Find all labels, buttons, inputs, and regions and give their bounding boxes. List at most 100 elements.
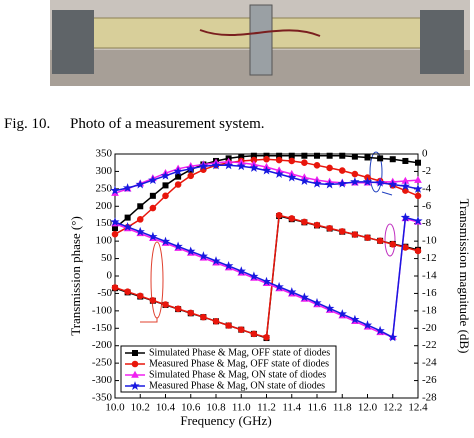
marker	[324, 303, 335, 313]
marker	[236, 266, 246, 276]
marker	[288, 157, 296, 165]
marker	[415, 159, 421, 166]
marker	[110, 217, 120, 226]
marker	[274, 169, 284, 179]
y-tick-label: 200	[96, 200, 113, 212]
marker	[261, 165, 272, 175]
marker	[362, 176, 373, 186]
marker	[124, 288, 131, 295]
marker	[275, 156, 283, 164]
marker	[236, 161, 246, 171]
x-tick-label: 10.4	[156, 402, 176, 414]
marker	[174, 181, 182, 188]
y2-tick-label: 0	[422, 148, 428, 160]
marker	[211, 256, 221, 266]
marker	[313, 221, 321, 229]
marker	[377, 155, 384, 162]
marker	[123, 222, 133, 231]
y-tick-label: 250	[96, 182, 113, 194]
marker	[326, 224, 333, 232]
marker	[362, 320, 373, 330]
y2-tick-label: -4	[422, 182, 432, 194]
y2-tick-label: -24	[422, 357, 437, 369]
marker	[122, 183, 133, 192]
y-tick-label: -50	[97, 287, 112, 299]
marker	[400, 212, 410, 222]
marker	[402, 157, 409, 164]
y2-tick-label: -14	[422, 270, 437, 282]
marker	[160, 170, 171, 180]
marker	[249, 271, 259, 281]
marker	[110, 185, 120, 195]
marker	[414, 175, 422, 183]
marker	[148, 231, 158, 241]
marker	[186, 246, 196, 256]
x-tick-label: 11.2	[257, 402, 276, 414]
marker	[288, 215, 296, 222]
x-tick-label: 12.0	[358, 402, 378, 414]
marker	[299, 176, 310, 186]
marker	[261, 276, 272, 286]
marker	[339, 152, 346, 159]
y-tick-label: 100	[96, 235, 113, 247]
marker	[111, 230, 119, 238]
marker	[326, 164, 333, 172]
marker	[111, 284, 119, 291]
marker	[351, 153, 358, 160]
marker	[312, 297, 322, 307]
marker	[249, 162, 259, 172]
marker	[338, 228, 346, 235]
marker	[301, 159, 308, 167]
marker	[299, 292, 309, 302]
y2-tick-label: -16	[422, 287, 437, 299]
marker	[263, 334, 270, 341]
marker	[136, 292, 144, 300]
marker	[263, 155, 270, 163]
photo-wire	[199, 29, 321, 37]
marker	[173, 166, 183, 176]
y2-axis-title: Transmission magnitude (dB)	[457, 199, 472, 354]
marker	[212, 318, 220, 325]
marker	[124, 214, 131, 221]
y-tick-label: 350	[96, 148, 113, 160]
x-tick-label: 10.8	[206, 402, 226, 414]
marker	[186, 163, 196, 173]
marker	[337, 178, 347, 188]
y-tick-label: 50	[101, 252, 113, 264]
legend-marker	[131, 360, 139, 368]
marker	[174, 305, 182, 313]
marker	[413, 215, 423, 225]
marker	[351, 170, 359, 178]
marker	[225, 322, 232, 329]
marker	[160, 236, 171, 246]
photo	[50, 0, 470, 86]
x-axis-title: Frequency (GHz)	[180, 413, 271, 428]
y-tick-label: -100	[92, 304, 113, 316]
y-axis-title: Transmission phase (°)	[68, 216, 83, 336]
marker	[149, 192, 156, 199]
photo-block-right	[420, 10, 464, 74]
marker	[351, 231, 359, 238]
marker	[148, 175, 158, 185]
marker	[173, 241, 183, 251]
y2-tick-label: -18	[422, 304, 437, 316]
marker	[287, 172, 297, 182]
y2-tick-label: -12	[422, 252, 437, 264]
marker	[350, 314, 360, 324]
legend-marker	[130, 381, 140, 391]
x-tick-label: 11.6	[308, 402, 327, 414]
y-tick-label: -200	[92, 339, 113, 351]
marker	[198, 251, 208, 261]
marker	[200, 313, 207, 321]
y-tick-label: 0	[107, 270, 113, 282]
y-tick-label: 150	[96, 217, 113, 229]
marker	[137, 203, 144, 210]
marker	[187, 309, 195, 317]
marker	[136, 216, 144, 223]
annotation-arrow	[140, 318, 158, 323]
marker	[250, 330, 258, 338]
marker	[162, 182, 169, 189]
marker	[187, 172, 195, 180]
marker	[223, 260, 234, 270]
